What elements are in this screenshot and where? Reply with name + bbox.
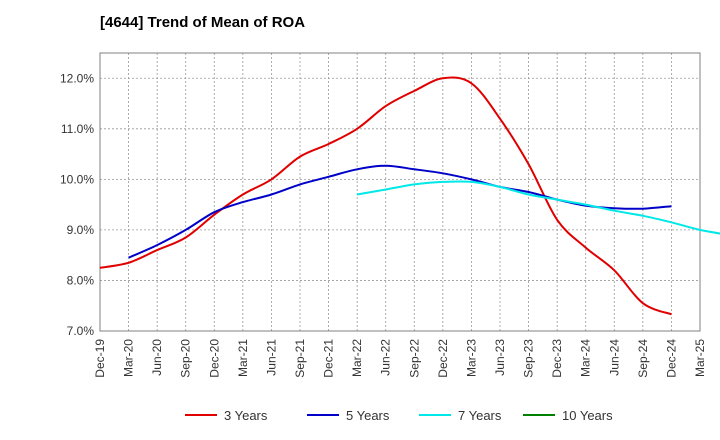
x-tick-label: Dec-24	[664, 339, 678, 378]
x-tick-label: Dec-20	[207, 339, 221, 378]
x-tick-label: Mar-21	[236, 339, 250, 377]
legend-label: 3 Years	[224, 408, 268, 423]
x-tick-label: Jun-20	[150, 339, 164, 376]
x-tick-label: Mar-23	[464, 339, 478, 377]
y-axis: 7.0% 8.0% 9.0% 10.0% 11.0% 12.0%	[60, 71, 94, 338]
y-tick-label: 11.0%	[61, 122, 94, 136]
x-axis: Dec-19 Mar-20 Jun-20 Sep-20 Dec-20 Mar-21 Jun-…	[93, 339, 707, 378]
x-tick-label: Sep-22	[407, 339, 421, 378]
legend-label: 7 Years	[458, 408, 502, 423]
y-tick-label: 8.0%	[67, 273, 95, 287]
legend-item-3-years: 3 Years	[185, 408, 268, 423]
series-line-5-years	[128, 164, 672, 259]
x-tick-label: Jun-23	[493, 339, 507, 376]
series-line-7-years	[356, 180, 720, 235]
series-line-3-years	[99, 76, 672, 316]
legend-item-5-years: 5 Years	[307, 408, 390, 423]
x-tick-label: Sep-24	[636, 339, 650, 378]
x-tick-label: Dec-22	[436, 339, 450, 378]
y-tick-label: 9.0%	[67, 223, 95, 237]
legend-label: 10 Years	[562, 408, 613, 423]
x-tick-label: Jun-21	[264, 339, 278, 376]
legend-item-7-years: 7 Years	[419, 408, 502, 423]
legend-item-10-years: 10 Years	[523, 408, 613, 423]
chart-title: [4644] Trend of Mean of ROA	[100, 14, 306, 31]
x-tick-label: Mar-22	[350, 339, 364, 377]
legend: 3 Years 5 Years 7 Years 10 Years	[185, 408, 613, 423]
y-tick-label: 7.0%	[67, 324, 95, 338]
x-tick-label: Jun-24	[607, 339, 621, 376]
plot-area	[99, 52, 701, 332]
x-tick-label: Dec-19	[93, 339, 107, 378]
x-tick-label: Mar-20	[122, 339, 136, 377]
x-tick-label: Dec-21	[322, 339, 336, 378]
legend-label: 5 Years	[346, 408, 390, 423]
x-tick-label: Sep-23	[522, 339, 536, 378]
x-tick-label: Sep-20	[179, 339, 193, 378]
x-tick-label: Mar-25	[693, 339, 707, 377]
y-tick-label: 12.0%	[60, 71, 94, 85]
x-tick-label: Dec-23	[550, 339, 564, 378]
grid-lines	[100, 53, 700, 331]
x-tick-label: Jun-22	[379, 339, 393, 376]
x-tick-label: Mar-24	[579, 339, 593, 377]
y-tick-label: 10.0%	[60, 172, 94, 186]
series-lines	[99, 76, 720, 316]
x-tick-label: Sep-21	[293, 339, 307, 378]
